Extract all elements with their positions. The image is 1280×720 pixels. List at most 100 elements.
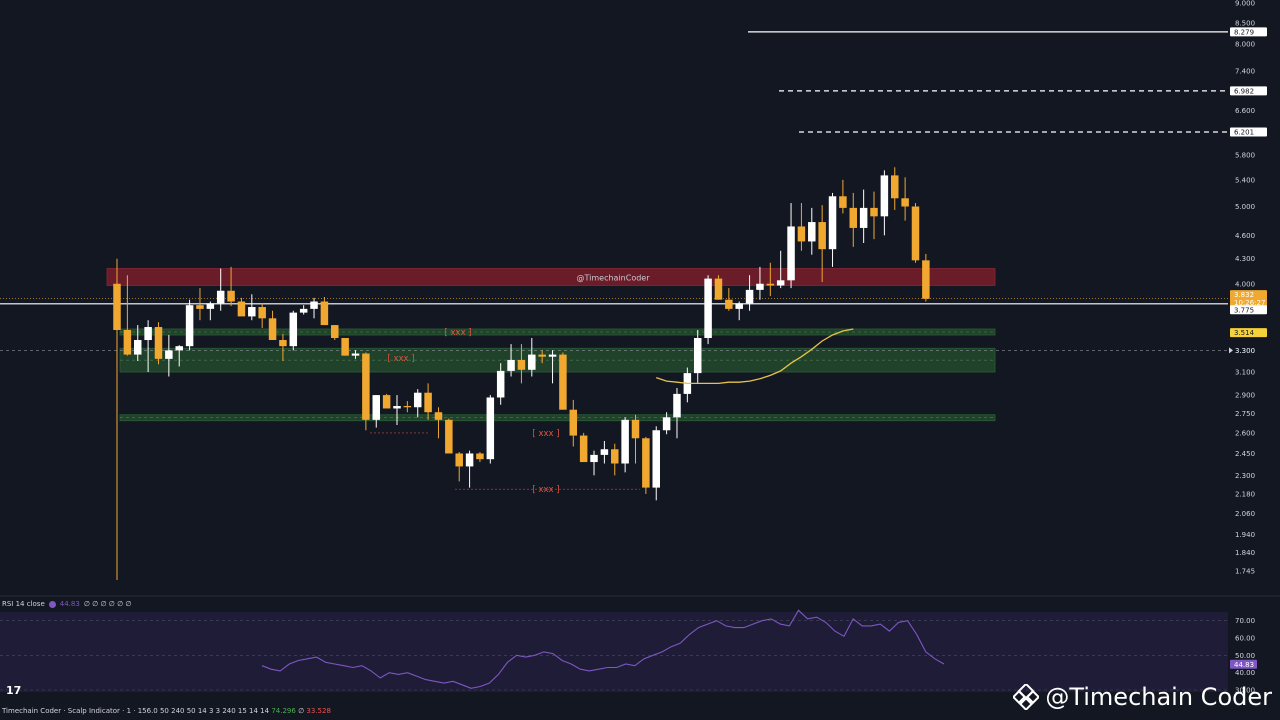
candle xyxy=(787,203,795,289)
candle-body xyxy=(268,318,277,341)
candle-body xyxy=(185,305,194,347)
candle xyxy=(123,275,132,356)
price-tick-label: 2.600 xyxy=(1235,429,1255,437)
price-label-text: 8.279 xyxy=(1234,28,1254,36)
candle xyxy=(403,401,412,413)
candle xyxy=(185,299,194,351)
candle-body xyxy=(662,417,671,431)
candle xyxy=(642,436,650,494)
candle-body xyxy=(320,301,329,326)
candle-body xyxy=(766,283,775,286)
rsi-legend-value: 44.83 xyxy=(59,600,80,608)
candle xyxy=(113,258,121,580)
price-tick-label: 2.750 xyxy=(1235,410,1255,418)
price-label-bg xyxy=(1230,328,1267,338)
price-tick-label: 5.000 xyxy=(1235,203,1255,211)
tradingview-logo[interactable]: 17 xyxy=(6,684,21,697)
candle xyxy=(476,452,484,463)
candle xyxy=(891,167,899,210)
moving-average-line xyxy=(655,328,854,385)
rsi-current-text: 44.83 xyxy=(1234,661,1254,669)
rsi-tick-label: 70.00 xyxy=(1235,617,1255,625)
price-label-bg xyxy=(1230,86,1267,96)
candle xyxy=(154,322,163,365)
price-tick-label: 4.000 xyxy=(1235,280,1255,288)
candle-body xyxy=(216,290,225,304)
candle-body xyxy=(693,337,702,374)
candle-body xyxy=(393,406,401,409)
candle-body xyxy=(528,354,536,370)
price-label-box: 8.279 xyxy=(1230,27,1267,37)
level-annotation: [ xxx ] xyxy=(532,485,559,495)
candle-body xyxy=(787,226,795,281)
candle-body xyxy=(279,340,287,347)
candle-body xyxy=(299,308,308,313)
candle xyxy=(590,450,598,476)
price-tick-label: 5.400 xyxy=(1235,176,1255,184)
candle-body xyxy=(725,299,733,309)
candle xyxy=(144,320,152,373)
candle xyxy=(320,296,329,326)
price-tick-label: 1.940 xyxy=(1235,531,1255,539)
rsi-line xyxy=(261,609,945,689)
rsi-tick-label: 60.00 xyxy=(1235,635,1255,643)
candle xyxy=(662,412,671,435)
candle xyxy=(766,262,775,297)
price-label-text: 10:26:27 xyxy=(1234,299,1265,307)
candle-body xyxy=(642,438,650,488)
price-tick-label: 2.450 xyxy=(1235,450,1255,458)
candle xyxy=(859,189,868,243)
eye-icon[interactable] xyxy=(48,600,56,608)
candle-body xyxy=(154,327,163,359)
candle xyxy=(486,395,495,464)
candle xyxy=(279,333,287,362)
level-annotation: [ xxx ] xyxy=(444,328,471,338)
candle xyxy=(559,352,567,410)
candle-body xyxy=(496,370,505,398)
candle-body xyxy=(579,435,588,463)
candle-body xyxy=(548,354,557,357)
price-label-bg xyxy=(1230,27,1267,37)
diamond-logo-icon xyxy=(1013,684,1040,710)
candle-body xyxy=(569,409,578,436)
candle-body xyxy=(382,395,391,409)
demand-zone xyxy=(119,328,996,336)
candle-body xyxy=(839,196,847,208)
candle xyxy=(828,192,837,267)
candle-body xyxy=(673,393,681,418)
candle xyxy=(569,399,578,447)
level-annotation: [ xxx ] xyxy=(532,429,559,439)
candle xyxy=(133,325,142,362)
candle xyxy=(818,205,826,283)
candle xyxy=(725,288,733,311)
candle-body xyxy=(413,392,422,408)
candle-body xyxy=(310,301,318,309)
price-tick-label: 3.300 xyxy=(1235,347,1255,355)
candle xyxy=(776,250,785,289)
candle-body xyxy=(362,353,370,420)
candle-body xyxy=(175,346,183,351)
candle xyxy=(413,389,422,418)
candle xyxy=(372,395,380,428)
candle-body xyxy=(870,207,878,217)
rsi-tick-label: 30.00 xyxy=(1235,687,1255,695)
candle xyxy=(528,337,536,377)
candle-body xyxy=(631,419,640,439)
price-tick-label: 3.100 xyxy=(1235,369,1255,377)
candle xyxy=(227,266,235,307)
candle-body xyxy=(165,350,173,359)
candle xyxy=(880,170,889,236)
candle-body xyxy=(600,449,609,455)
candle-body xyxy=(590,454,598,463)
candle-body xyxy=(372,395,380,420)
price-tick-label: 1.840 xyxy=(1235,549,1255,557)
candle xyxy=(310,297,318,319)
candle-body xyxy=(797,226,806,242)
price-tick-label: 2.300 xyxy=(1235,472,1255,480)
candle xyxy=(206,301,215,321)
price-tick-label: 5.800 xyxy=(1235,152,1255,160)
rsi-legend-flags: ∅ ∅ ∅ ∅ ∅ ∅ xyxy=(83,600,132,608)
candle xyxy=(196,288,204,321)
candle xyxy=(631,414,640,464)
